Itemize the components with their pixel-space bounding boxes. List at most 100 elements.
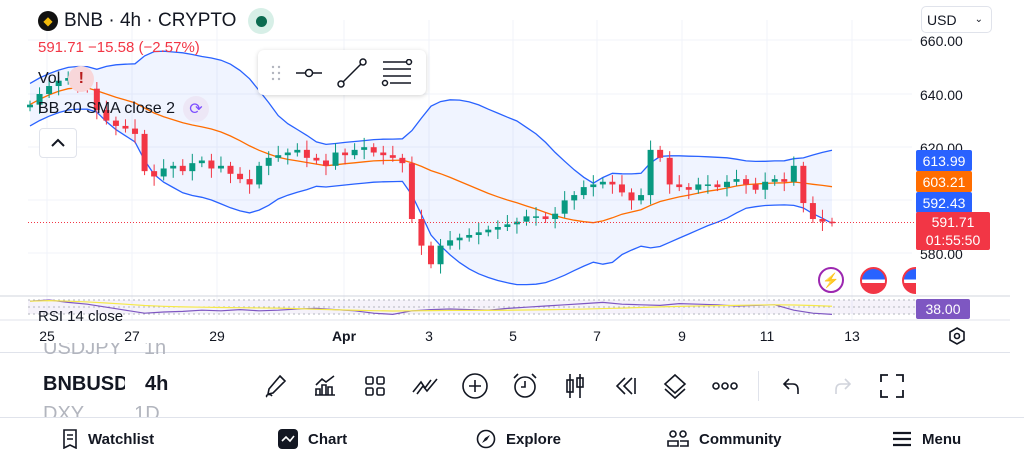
- candle-body: [55, 80, 62, 87]
- alert-button[interactable]: [500, 368, 550, 404]
- currency-value: USD: [927, 11, 957, 28]
- redo-button[interactable]: [817, 368, 867, 404]
- candle-body: [132, 128, 139, 134]
- warning-icon[interactable]: !: [68, 66, 95, 92]
- volume-label: Vol: [38, 70, 61, 88]
- undo-button[interactable]: [767, 368, 817, 404]
- candle-body: [294, 149, 301, 153]
- rsi-legend[interactable]: RSI 14 close: [38, 308, 124, 325]
- symbol-header[interactable]: ◆ BNB · 4h · CRYPTO: [38, 8, 275, 34]
- time-label: 29: [209, 328, 225, 344]
- price-label: 580.00: [920, 246, 963, 262]
- nav-menu[interactable]: Menu: [892, 420, 961, 458]
- nav-explore[interactable]: Explore: [476, 420, 561, 458]
- nav-watchlist[interactable]: Watchlist: [62, 420, 154, 458]
- candle-body: [170, 165, 177, 169]
- nav-community[interactable]: Community: [667, 420, 782, 458]
- price-label: 660.00: [920, 33, 963, 49]
- candle-body: [428, 245, 434, 265]
- trend-line-icon[interactable]: [337, 57, 367, 88]
- candle-body: [599, 181, 606, 185]
- chart-settings-icon[interactable]: [947, 326, 967, 346]
- layouts-button[interactable]: [350, 368, 400, 404]
- candle-body: [561, 200, 568, 214]
- layers-icon: [663, 373, 687, 400]
- candle-body: [93, 88, 100, 110]
- next-symbol: DXY: [43, 403, 85, 417]
- candle-body: [36, 94, 43, 105]
- watchlist-next[interactable]: DXY 1D: [43, 403, 160, 417]
- more-button[interactable]: [700, 368, 750, 404]
- current-timeframe: 4h: [145, 373, 169, 395]
- time-label: 9: [678, 328, 686, 344]
- volume-legend[interactable]: Vol!: [38, 66, 95, 92]
- object-tree-button[interactable]: [650, 368, 700, 404]
- chart-toolbar: [250, 368, 1010, 404]
- watchlist-prev[interactable]: USDJPY 1h: [43, 343, 166, 359]
- candle-body: [237, 173, 244, 180]
- compare-button[interactable]: [400, 368, 450, 404]
- symbol-title: BNB · 4h · CRYPTO: [64, 10, 237, 31]
- alarm-clock-icon: [513, 373, 537, 398]
- nav-label: Explore: [506, 430, 562, 448]
- draw-button[interactable]: [250, 368, 300, 404]
- indicators-button[interactable]: [300, 368, 350, 404]
- nav-chart[interactable]: Chart: [278, 420, 347, 458]
- candle-body: [246, 179, 253, 185]
- rewind-icon: [615, 377, 636, 395]
- lightning-event-icon[interactable]: ⚡: [818, 267, 844, 293]
- price-change: 591.71 −15.58 (−2.57%): [38, 39, 200, 56]
- candle-body: [504, 224, 511, 227]
- candle-body: [809, 203, 816, 220]
- candle-body: [332, 152, 339, 166]
- bb-lower-line: [29, 108, 833, 286]
- candle-body: [27, 104, 33, 108]
- bb-legend[interactable]: BB 20 SMA close 2 ⟳: [38, 96, 209, 122]
- market-open-icon: [248, 8, 275, 34]
- candle-body: [380, 152, 387, 156]
- candle-body: [800, 165, 807, 204]
- menu-icon: [893, 431, 911, 447]
- time-label: 11: [759, 328, 775, 344]
- undo-icon: [782, 378, 799, 394]
- replay-button[interactable]: [600, 368, 650, 404]
- candle-body: [256, 165, 263, 185]
- watchlist-current[interactable]: BNBUSD 4h: [43, 373, 243, 396]
- fullscreen-button[interactable]: [867, 368, 917, 404]
- candle-body: [771, 179, 778, 182]
- candle-body: [227, 165, 234, 174]
- currency-select[interactable]: USD ⌄: [921, 6, 992, 33]
- candle-body: [571, 195, 578, 201]
- time-label: 3: [425, 328, 433, 344]
- nav-label: Community: [699, 430, 782, 448]
- time-label: 27: [124, 328, 140, 344]
- horizontal-line-icon[interactable]: [295, 65, 323, 81]
- prev-timeframe: 1h: [143, 343, 167, 359]
- refresh-icon[interactable]: ⟳: [182, 96, 209, 122]
- candle-body: [533, 216, 540, 218]
- rsi-ma-line: [29, 299, 833, 312]
- chevron-up-icon: [51, 138, 65, 147]
- collapse-legend-button[interactable]: [39, 128, 77, 158]
- us-flag-event-icon[interactable]: [860, 267, 887, 294]
- candle-body: [198, 160, 205, 164]
- candle-body: [657, 149, 664, 158]
- price-label: 640.00: [920, 87, 963, 103]
- fib-retracement-icon[interactable]: [381, 58, 413, 87]
- candle-body: [647, 149, 654, 196]
- candle-body: [590, 184, 597, 188]
- candle-body: [208, 160, 215, 169]
- add-button[interactable]: [450, 368, 500, 404]
- more-icon: [712, 382, 738, 390]
- candle-body: [676, 184, 683, 188]
- candle-body: [389, 155, 396, 158]
- candle-body: [523, 216, 530, 222]
- community-icon: [667, 430, 689, 447]
- candles-icon: [566, 374, 584, 398]
- candle-body: [217, 165, 224, 169]
- drag-handle-icon[interactable]: [271, 64, 281, 82]
- bb-label: BB 20 SMA close 2: [38, 100, 175, 118]
- candle-body: [733, 179, 740, 182]
- chart-type-button[interactable]: [550, 368, 600, 404]
